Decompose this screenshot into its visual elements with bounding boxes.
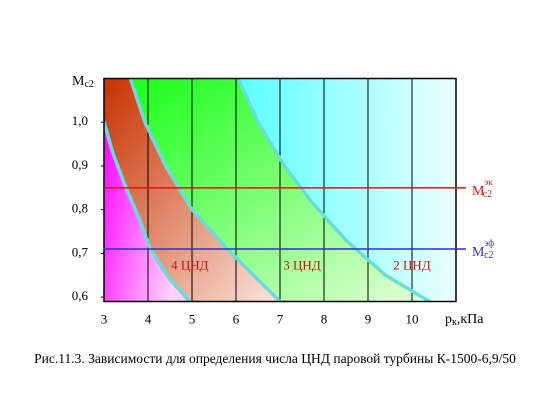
y-tick-label: 0,9	[72, 157, 88, 172]
x-tick-label: 4	[145, 311, 152, 326]
y-label-sub: c2	[84, 79, 93, 90]
x-axis-label: pк,кПа	[445, 312, 484, 328]
plot-frame	[103, 77, 457, 303]
x-tick-label: 8	[321, 311, 328, 326]
x-tick-label: 6	[233, 311, 240, 326]
x-tick-label: 5	[189, 311, 196, 326]
y-tick-label: 1,0	[72, 113, 88, 128]
curve	[104, 121, 192, 302]
reference-label: Mэф c2	[472, 238, 494, 261]
region-label: 3 ЦНД	[283, 258, 321, 273]
x-label-main: p	[445, 312, 452, 327]
reference-label-part: c2	[484, 250, 493, 261]
reference-label: Mэк c2	[472, 177, 493, 200]
y-label-main: M	[72, 74, 85, 89]
y-axis-label: Mc2	[72, 74, 94, 90]
x-label-suffix: ,кПа	[457, 312, 484, 327]
x-label-sub: к	[452, 317, 457, 328]
x-tick-label: 7	[277, 311, 284, 326]
reference-label-part: эк	[484, 177, 493, 187]
region	[104, 122, 190, 302]
reference-label-part: M	[472, 245, 485, 260]
x-tick-label: 3	[101, 311, 108, 326]
caption: Рис.11.3. Зависимости для определения чи…	[34, 351, 516, 366]
x-tick-label: 10	[406, 311, 419, 326]
region-label: 2 ЦНД	[393, 258, 431, 273]
curve	[236, 78, 431, 302]
reference-label-part: эф	[484, 238, 494, 248]
curve	[128, 78, 282, 302]
plot-area	[104, 78, 456, 302]
y-tick-label: 0,7	[72, 244, 89, 259]
region-label: 4 ЦНД	[171, 258, 209, 273]
y-tick-label: 0,8	[72, 201, 88, 216]
y-tick-label: 0,6	[72, 288, 89, 303]
reference-label-part: M	[472, 184, 485, 199]
x-tick-label: 9	[365, 311, 372, 326]
reference-label-part: c2	[483, 189, 492, 200]
